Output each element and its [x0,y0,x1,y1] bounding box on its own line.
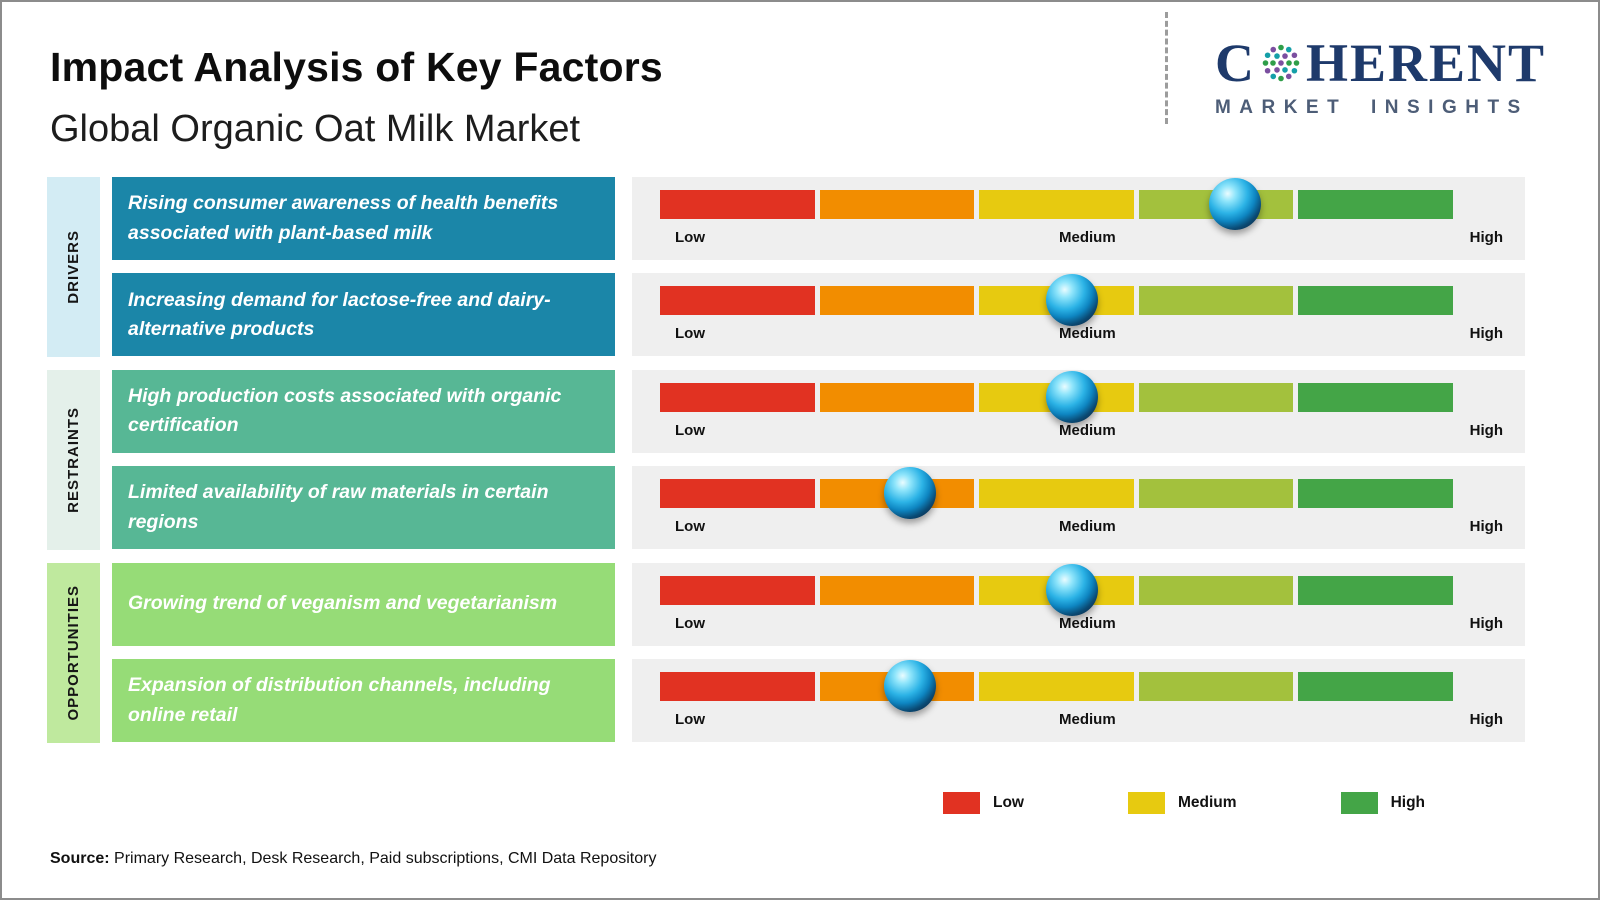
impact-bar-track: Low Medium High [632,177,1525,260]
bar-segment-5 [1298,190,1453,219]
bar-segment-3 [979,672,1134,701]
bar-segment-5 [1298,672,1453,701]
bar-segment-5 [1298,479,1453,509]
legend-item-high: High [1340,792,1425,814]
scale-label-low: Low [675,518,705,536]
scale-label-high: High [1469,325,1503,343]
scale-labels: Low Medium High [675,518,1503,535]
bar-segment-4 [1138,479,1294,509]
factor-label: Limited availability of raw materials in… [112,466,615,550]
scale-label-medium: Medium [1059,325,1116,343]
logo-dot-globe-icon [1262,44,1300,82]
bar-segment-3 [979,190,1134,219]
logo-text-right: HERENT [1305,33,1546,93]
scale-labels: Low Medium High [675,229,1503,246]
brand-logo: C HERENT [1215,36,1546,119]
logo-brand: C HERENT [1215,36,1546,90]
impact-scale-bar [660,190,1453,219]
scale-label-low: Low [675,614,705,632]
factor-label: High production costs associated with or… [112,369,615,453]
scale-label-medium: Medium [1059,711,1116,728]
impact-marker [1046,563,1099,616]
legend: Low Medium High [943,792,1425,814]
bar-segment-1 [660,672,815,701]
impact-scale-bar [660,479,1453,509]
impact-marker [883,467,936,520]
scale-label-medium: Medium [1059,229,1116,246]
group-label-restraints: RESTRAINTS [65,406,82,513]
group-label-opportunities: OPPORTUNITIES [65,584,82,721]
legend-item-medium: Medium [1128,792,1237,814]
logo-tagline: MARKET INSIGHTS [1214,97,1529,118]
scale-label-low: Low [675,421,705,439]
bar-segment-2 [819,382,975,412]
page-subtitle: Global Organic Oat Milk Market [50,108,581,150]
scale-label-low: Low [675,325,705,343]
legend-label-medium: Medium [1178,794,1237,811]
impact-bar-track: Low Medium High [632,659,1525,742]
bar-segment-5 [1298,382,1453,412]
bar-segment-5 [1298,286,1453,316]
bar-segment-1 [660,190,815,219]
legend-label-low: Low [993,794,1024,811]
impact-marker [1046,370,1099,423]
scale-label-medium: Medium [1059,518,1116,536]
scale-label-high: High [1469,518,1503,536]
impact-marker [883,660,936,712]
factor-label: Increasing demand for lactose-free and d… [112,273,615,357]
impact-marker [1208,178,1261,230]
scale-labels: Low Medium High [675,422,1503,439]
group-label-drivers: DRIVERS [65,230,82,304]
bar-segment-2 [819,575,975,605]
group-strip-opportunities: OPPORTUNITIES [47,562,100,743]
bar-segment-1 [660,479,815,509]
group-strip-restraints: RESTRAINTS [47,369,100,550]
bar-segment-4 [1138,382,1294,412]
factor-label: Expansion of distribution channels, incl… [112,659,615,742]
source-line: Source: Primary Research, Desk Research,… [50,850,656,868]
source-text: Primary Research, Desk Research, Paid su… [114,850,657,867]
legend-swatch-medium [1128,792,1165,814]
logo-text-left: C [1214,33,1256,93]
logo-divider [1165,12,1168,124]
impact-bar-track: Low Medium High [632,562,1525,646]
bar-segment-1 [660,575,815,605]
scale-label-high: High [1469,711,1503,728]
bar-segment-2 [819,190,975,219]
scale-label-medium: Medium [1059,421,1116,439]
impact-marker [1046,274,1099,327]
scale-label-high: High [1469,421,1503,439]
bar-segment-1 [660,286,815,316]
bar-segment-4 [1138,672,1294,701]
scale-labels: Low Medium High [675,325,1503,342]
bar-segment-2 [819,286,975,316]
scale-labels: Low Medium High [675,711,1503,728]
impact-scale-bar [660,672,1453,701]
page-title: Impact Analysis of Key Factors [50,44,663,90]
scale-labels: Low Medium High [675,615,1503,632]
scale-label-low: Low [675,711,705,728]
legend-swatch-low [943,792,980,814]
bar-segment-5 [1298,575,1453,605]
scale-label-high: High [1469,614,1503,632]
factor-label: Growing trend of veganism and vegetarian… [112,562,615,646]
factor-label: Rising consumer awareness of health bene… [112,177,615,260]
impact-bar-track: Low Medium High [632,273,1525,357]
group-strip-drivers: DRIVERS [47,177,100,357]
bar-segment-3 [979,479,1134,509]
scale-label-low: Low [675,229,705,246]
bar-segment-4 [1138,286,1294,316]
bar-segment-4 [1138,575,1294,605]
impact-bar-track: Low Medium High [632,369,1525,453]
legend-label-high: High [1390,794,1425,811]
bar-segment-1 [660,382,815,412]
scale-label-medium: Medium [1059,614,1116,632]
source-prefix: Source: [50,850,110,867]
legend-item-low: Low [943,792,1024,814]
impact-bar-track: Low Medium High [632,466,1525,550]
legend-swatch-high [1340,792,1378,814]
scale-label-high: High [1469,229,1503,246]
